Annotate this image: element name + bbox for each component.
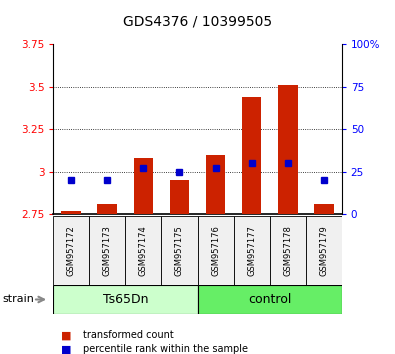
Text: GSM957172: GSM957172	[67, 225, 76, 276]
Text: transformed count: transformed count	[83, 330, 174, 340]
Bar	[162, 216, 198, 285]
Text: GSM957174: GSM957174	[139, 225, 148, 276]
Bar	[206, 155, 226, 214]
Text: Ts65Dn: Ts65Dn	[103, 293, 148, 306]
Text: strain: strain	[2, 295, 34, 304]
Bar	[278, 85, 297, 214]
Bar	[126, 216, 162, 285]
Text: GSM957175: GSM957175	[175, 225, 184, 276]
Bar	[270, 216, 306, 285]
Bar	[53, 285, 198, 314]
Bar	[62, 211, 81, 214]
Text: GSM957179: GSM957179	[319, 225, 328, 276]
Bar	[242, 97, 261, 214]
Bar	[98, 204, 117, 214]
Bar	[233, 216, 270, 285]
Text: ■: ■	[61, 330, 72, 340]
Text: GDS4376 / 10399505: GDS4376 / 10399505	[123, 14, 272, 28]
Text: GSM957176: GSM957176	[211, 225, 220, 276]
Text: percentile rank within the sample: percentile rank within the sample	[83, 344, 248, 354]
Text: control: control	[248, 293, 291, 306]
Text: GSM957178: GSM957178	[283, 225, 292, 276]
Text: GSM957177: GSM957177	[247, 225, 256, 276]
Bar	[198, 216, 233, 285]
Bar	[306, 216, 342, 285]
Text: ■: ■	[61, 344, 72, 354]
Bar	[134, 158, 153, 214]
Bar	[314, 204, 333, 214]
Bar	[89, 216, 126, 285]
Bar	[53, 216, 89, 285]
Text: GSM957173: GSM957173	[103, 225, 112, 276]
Bar	[169, 180, 189, 214]
Bar	[198, 285, 342, 314]
